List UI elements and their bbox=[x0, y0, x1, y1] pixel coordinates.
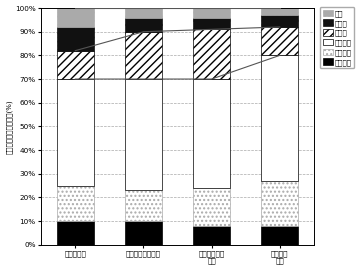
Bar bbox=[193, 8, 230, 18]
Bar bbox=[193, 29, 230, 79]
Bar bbox=[261, 15, 298, 27]
Bar bbox=[193, 188, 230, 226]
Bar bbox=[57, 27, 94, 51]
Y-axis label: 各性状の便の出現頻度(%): 各性状の便の出現頻度(%) bbox=[5, 99, 12, 154]
Bar bbox=[261, 55, 298, 181]
Bar bbox=[57, 79, 94, 185]
Bar bbox=[193, 226, 230, 245]
Bar bbox=[125, 221, 162, 245]
Bar bbox=[261, 181, 298, 226]
Bar bbox=[193, 79, 230, 188]
Bar bbox=[261, 226, 298, 245]
Bar bbox=[57, 8, 94, 27]
Bar bbox=[125, 8, 162, 18]
Bar bbox=[57, 51, 94, 79]
Bar bbox=[125, 79, 162, 190]
Legend: 水状, トロ状, 半練状, バナナ状, カカリ状, コロロ状: 水状, トロ状, 半練状, バナナ状, カカリ状, コロロ状 bbox=[320, 7, 354, 68]
Bar bbox=[125, 32, 162, 79]
Bar bbox=[125, 18, 162, 32]
Bar bbox=[261, 8, 298, 15]
Bar bbox=[57, 221, 94, 245]
Bar bbox=[57, 185, 94, 221]
Bar bbox=[193, 18, 230, 29]
Bar bbox=[261, 27, 298, 55]
Bar bbox=[125, 190, 162, 221]
